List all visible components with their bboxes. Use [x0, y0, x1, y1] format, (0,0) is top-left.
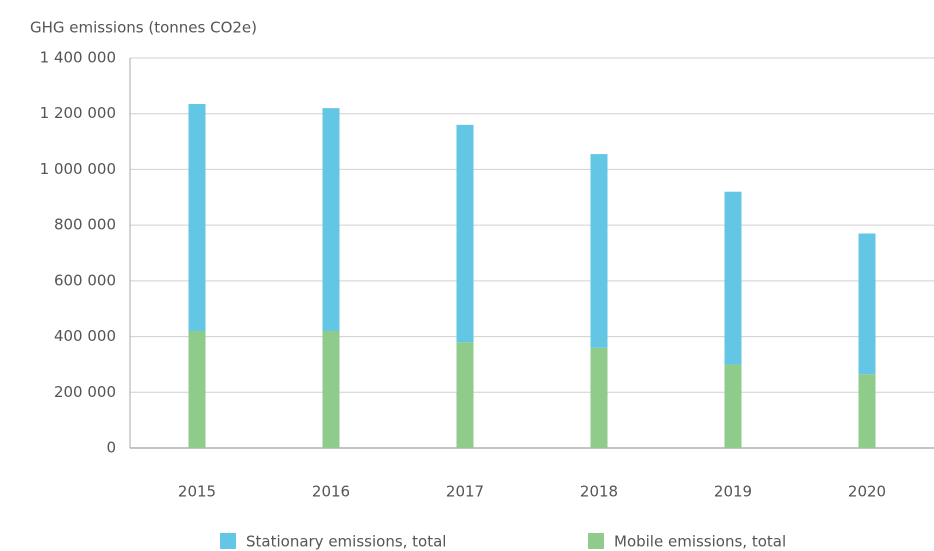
y-axis-title: GHG emissions (tonnes CO2e)	[30, 19, 257, 37]
bar-segment	[590, 154, 608, 348]
legend-label: Mobile emissions, total	[614, 533, 786, 551]
x-tick-label: 2019	[714, 483, 752, 501]
x-tick-label: 2015	[178, 483, 216, 501]
y-tick-label: 400 000	[54, 327, 116, 345]
y-tick-label: 1 000 000	[40, 160, 116, 178]
y-tick-label: 600 000	[54, 271, 116, 289]
x-tick-label: 2017	[446, 483, 484, 501]
y-tick-label: 0	[106, 439, 116, 457]
y-tick-label: 200 000	[54, 383, 116, 401]
x-tick-label: 2020	[848, 483, 886, 501]
y-tick-label: 1 400 000	[40, 49, 116, 67]
bar-segment	[590, 347, 608, 448]
legend-label: Stationary emissions, total	[246, 533, 446, 551]
bar-segment	[188, 331, 206, 448]
bar-segment	[456, 342, 474, 448]
legend-swatch	[220, 533, 236, 549]
bar-segment	[724, 191, 742, 365]
y-tick-label: 1 200 000	[40, 104, 116, 122]
bar-segment	[456, 124, 474, 343]
bar-segment	[858, 233, 876, 375]
y-tick-label: 800 000	[54, 216, 116, 234]
bar-segment	[188, 103, 206, 331]
legend-swatch	[588, 533, 604, 549]
bar-segment	[322, 108, 340, 332]
x-tick-label: 2016	[312, 483, 350, 501]
x-tick-label: 2018	[580, 483, 618, 501]
bar-segment	[724, 364, 742, 448]
bar-segment	[322, 331, 340, 448]
bar-segment	[858, 374, 876, 448]
